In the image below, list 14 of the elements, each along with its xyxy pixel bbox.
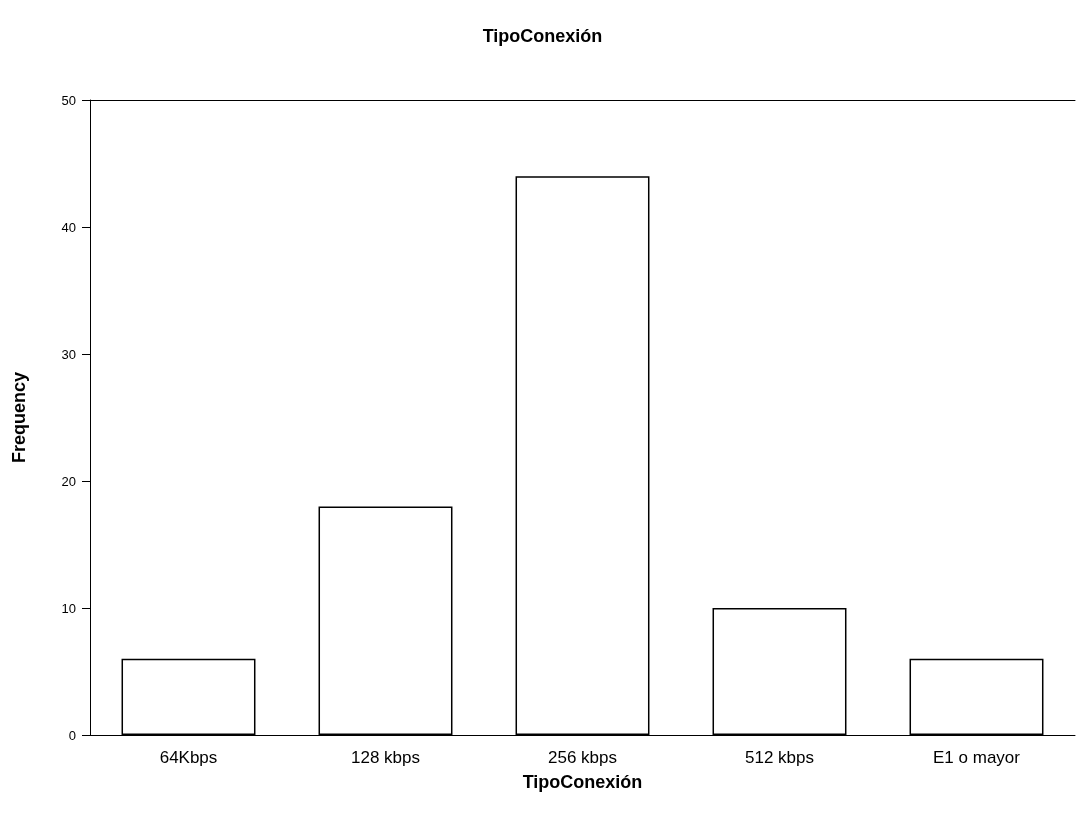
y-tick-label: 0	[68, 727, 76, 743]
x-tick-label: 128 kbps	[351, 748, 420, 767]
y-tick-label: 50	[61, 92, 76, 108]
x-tick-label: E1 o mayor	[933, 748, 1021, 767]
x-tick-label: 256 kbps	[548, 748, 617, 767]
x-tick-label: 64Kbps	[159, 748, 218, 767]
x-axis-title: TipoConexión	[522, 772, 643, 792]
y-tick-label: 30	[61, 346, 76, 362]
y-tick-label: 40	[61, 219, 76, 235]
y-tick-label: 10	[61, 600, 76, 616]
y-axis-title: Frequency	[9, 371, 29, 464]
chart-title: TipoConexión	[482, 26, 603, 46]
y-tick-label: 20	[61, 473, 76, 489]
x-tick-label: 512 kbps	[745, 748, 814, 767]
